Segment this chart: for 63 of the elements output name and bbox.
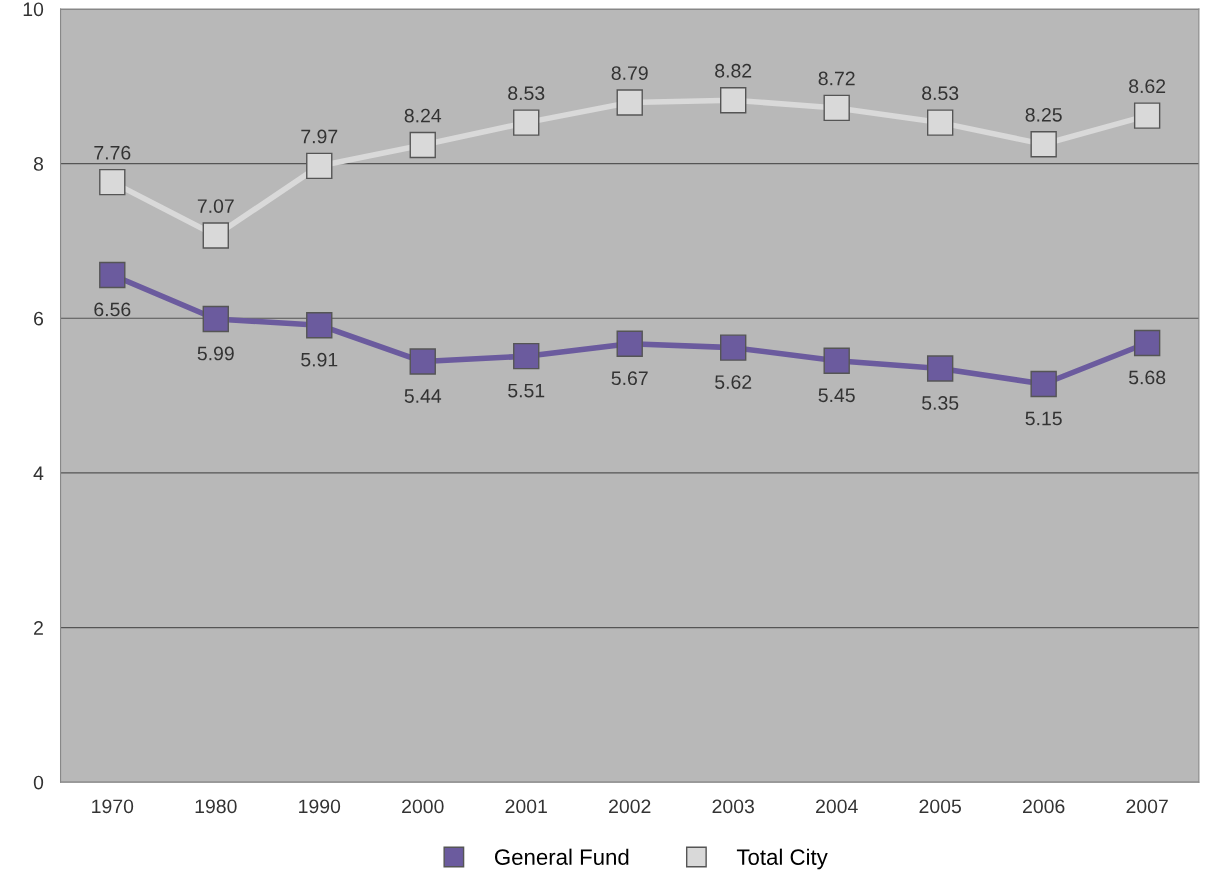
data-label: 7.76 <box>94 145 131 160</box>
point <box>1030 370 1057 398</box>
data-label: 6.56 <box>94 302 131 317</box>
point <box>823 94 850 122</box>
data-label: 8.25 <box>1025 107 1062 122</box>
point <box>720 334 747 361</box>
point <box>720 86 747 114</box>
x-tick-label: 2000 <box>402 799 444 814</box>
point <box>1030 131 1057 158</box>
y-tick-label: 8 <box>33 157 44 171</box>
point <box>409 348 436 375</box>
data-label: 5.62 <box>715 375 752 389</box>
point <box>513 342 540 370</box>
point <box>926 355 954 382</box>
data-label: 5.51 <box>508 383 545 398</box>
data-label: 8.53 <box>508 86 545 101</box>
x-tick-label: 2003 <box>712 799 754 814</box>
point <box>409 131 436 159</box>
x-tick-label: 2002 <box>609 799 651 814</box>
data-label: 5.44 <box>404 389 442 403</box>
point <box>306 312 333 339</box>
data-label: 5.15 <box>1025 411 1062 426</box>
data-label: 7.97 <box>301 129 338 144</box>
data-label: 8.72 <box>818 71 855 86</box>
data-label: 5.68 <box>1129 370 1166 385</box>
y-tick-label: 2 <box>34 621 43 635</box>
data-label: 8.62 <box>1129 79 1166 94</box>
point <box>616 330 643 357</box>
point <box>513 109 540 136</box>
x-tick-label: 2001 <box>505 799 547 814</box>
point <box>616 89 643 116</box>
data-label: 5.67 <box>611 371 648 386</box>
point <box>99 261 126 289</box>
point <box>1133 329 1161 357</box>
y-tick-label: 0 <box>33 775 44 790</box>
point <box>823 347 850 374</box>
point <box>1133 102 1161 129</box>
x-tick-label: 1970 <box>92 799 134 814</box>
point <box>202 222 229 249</box>
data-label: 5.45 <box>818 388 855 403</box>
x-tick-label: 2005 <box>919 799 961 814</box>
data-label: 8.24 <box>404 108 442 123</box>
y-tick-label: 4 <box>33 466 44 480</box>
y-tick-label: 6 <box>34 311 44 326</box>
data-label: 8.82 <box>715 63 752 78</box>
x-tick-label: 2007 <box>1126 799 1168 814</box>
point <box>306 152 333 180</box>
data-label: 5.91 <box>301 352 338 367</box>
x-tick-label: 2006 <box>1023 799 1065 814</box>
data-label: 8.79 <box>611 66 648 80</box>
x-tick-label: 1990 <box>299 799 341 814</box>
data-label: 5.35 <box>922 396 959 410</box>
x-tick-label: 2004 <box>816 799 858 814</box>
x-tick-label: 1980 <box>195 799 237 814</box>
point <box>202 305 229 333</box>
y-tick-label: 10 <box>23 2 44 17</box>
legend-label: General Fund <box>494 848 629 865</box>
legend-label: Total City <box>736 848 828 870</box>
data-label: 8.53 <box>922 86 959 101</box>
data-label: 7.07 <box>197 199 234 213</box>
point <box>99 168 126 196</box>
point <box>926 109 954 136</box>
data-label: 5.99 <box>197 346 234 361</box>
